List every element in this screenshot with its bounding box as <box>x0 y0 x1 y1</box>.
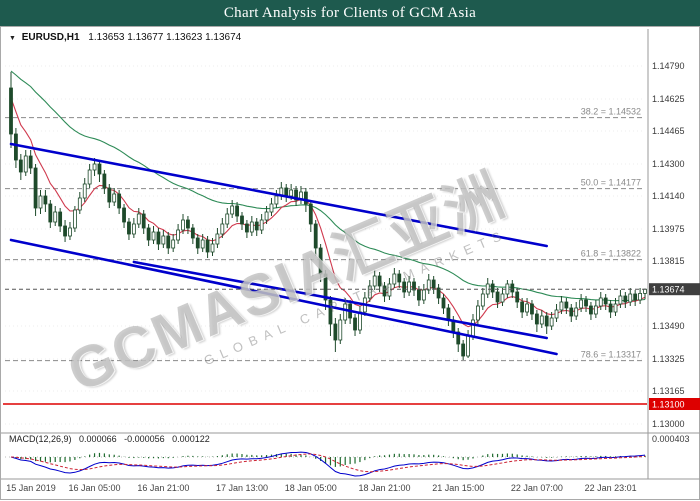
macd-indicator-label: MACD(12,26,9) 0.000066 -0.000056 0.00012… <box>9 434 215 444</box>
pane-separators <box>1 29 700 480</box>
symbol-info-bar: ▼ EURUSD,H1 1.13653 1.13677 1.13623 1.13… <box>9 32 241 43</box>
candlestick-series <box>9 72 647 360</box>
macd-main-value: 0.000066 <box>79 434 117 444</box>
symbol-timeframe-label: EURUSD,H1 <box>21 32 80 43</box>
svg-text:1.14140: 1.14140 <box>652 191 685 201</box>
price-axis[interactable]: 1.14790 1.14625 1.14465 1.14300 1.14140 1.139… <box>652 61 685 429</box>
svg-text:21 Jan 15:00: 21 Jan 15:00 <box>432 483 484 493</box>
svg-text:38.2 = 1.14532: 38.2 = 1.14532 <box>581 107 641 117</box>
svg-text:22 Jan 07:00: 22 Jan 07:00 <box>511 483 563 493</box>
svg-text:17 Jan 13:00: 17 Jan 13:00 <box>216 483 268 493</box>
fib-retracement-levels[interactable]: 38.2 = 1.14532 50.0 = 1.14177 61.8 = 1.138… <box>5 107 645 362</box>
svg-text:1.14625: 1.14625 <box>652 94 685 104</box>
chart-window: GCMASIA汇亚洲 GLOBAL CAPITAL MARKETS 38.2 =… <box>0 26 700 500</box>
svg-text:1.13674: 1.13674 <box>652 285 685 295</box>
macd-pane: 0.000403 <box>5 434 690 477</box>
svg-text:1.14790: 1.14790 <box>652 61 685 71</box>
svg-text:15 Jan 2019: 15 Jan 2019 <box>6 483 56 493</box>
price-chart-canvas[interactable]: 38.2 = 1.14532 50.0 = 1.14177 61.8 = 1.138… <box>1 27 700 501</box>
svg-text:1.13325: 1.13325 <box>652 354 685 364</box>
svg-text:1.13975: 1.13975 <box>652 224 685 234</box>
svg-text:22 Jan 23:01: 22 Jan 23:01 <box>585 483 637 493</box>
page-title: Chart Analysis for Clients of GCM Asia <box>223 4 477 21</box>
svg-text:18 Jan 05:00: 18 Jan 05:00 <box>285 483 337 493</box>
svg-text:1.14465: 1.14465 <box>652 126 685 136</box>
title-bar: Chart Analysis for Clients of GCM Asia <box>0 0 700 26</box>
svg-text:1.14300: 1.14300 <box>652 159 685 169</box>
macd-name: MACD(12,26,9) <box>9 434 72 444</box>
ohlc-quote-values: 1.13653 1.13677 1.13623 1.13674 <box>88 32 242 43</box>
ma-slow-green-line <box>10 70 646 302</box>
svg-text:61.8 = 1.13822: 61.8 = 1.13822 <box>581 249 641 259</box>
svg-text:1.13100: 1.13100 <box>652 400 685 410</box>
trend-channel-lines[interactable] <box>9 142 558 356</box>
time-axis[interactable]: 15 Jan 2019 16 Jan 05:00 16 Jan 21:00 17 Ja… <box>6 483 636 493</box>
chart-dropdown-icon[interactable]: ▼ <box>9 35 16 42</box>
price-badges: 1.13674 1.13100 <box>649 283 700 410</box>
svg-text:50.0 = 1.14177: 50.0 = 1.14177 <box>581 178 641 188</box>
svg-text:1.13490: 1.13490 <box>652 321 685 331</box>
price-gridlines <box>5 65 645 425</box>
macd-signal-value: -0.000056 <box>124 434 165 444</box>
ma-fast-red-line <box>10 97 646 328</box>
svg-text:1.13165: 1.13165 <box>652 386 685 396</box>
svg-text:18 Jan 21:00: 18 Jan 21:00 <box>358 483 410 493</box>
svg-text:78.6 = 1.13317: 78.6 = 1.13317 <box>581 350 641 360</box>
svg-text:16 Jan 05:00: 16 Jan 05:00 <box>69 483 121 493</box>
svg-text:0.000403: 0.000403 <box>652 434 690 444</box>
svg-text:16 Jan 21:00: 16 Jan 21:00 <box>137 483 189 493</box>
macd-hist-value: 0.000122 <box>172 434 210 444</box>
svg-text:1.13815: 1.13815 <box>652 256 685 266</box>
svg-text:1.13000: 1.13000 <box>652 419 685 429</box>
